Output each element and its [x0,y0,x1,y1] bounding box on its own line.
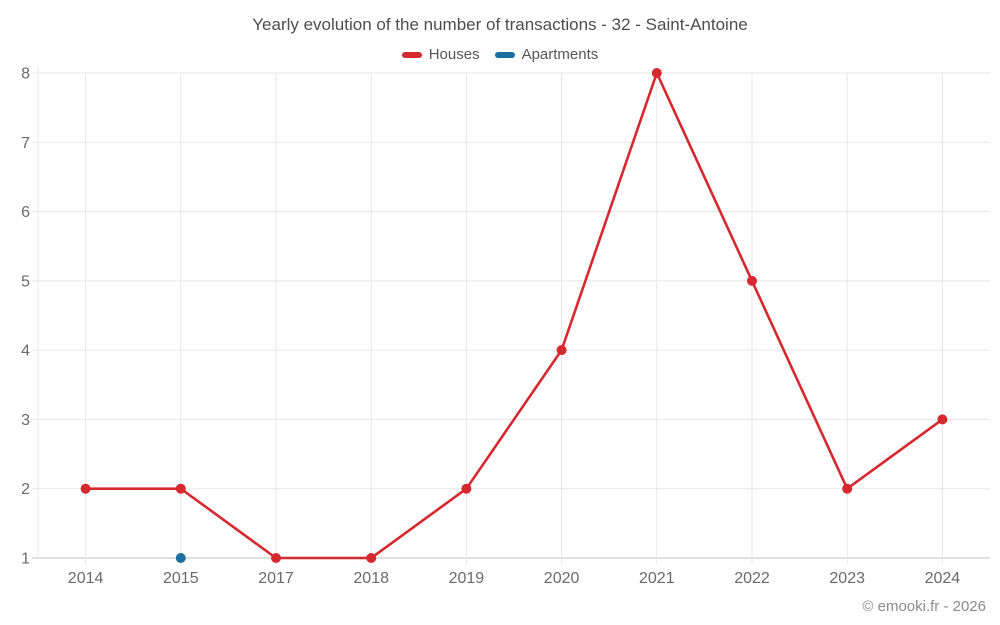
y-tick-label: 4 [21,343,30,360]
x-tick-label: 2014 [68,570,104,587]
houses-data-point[interactable] [175,483,186,494]
houses-data-point[interactable] [842,483,853,494]
chart-title: Yearly evolution of the number of transa… [252,15,748,34]
houses-data-point[interactable] [937,414,948,425]
legend-item-apartments[interactable]: Apartments [494,46,599,63]
houses-line-series [84,71,944,560]
houses-data-point[interactable] [271,553,281,563]
x-tick-label: 2020 [544,570,580,587]
y-tick-label: 3 [21,412,30,429]
y-tick-label: 8 [21,66,30,83]
legend-item-houses[interactable]: Houses [401,46,480,63]
houses-data-point[interactable] [366,553,377,563]
y-tick-label: 5 [21,273,30,290]
houses-legend-swatch-icon [401,51,422,58]
x-tick-label: 2015 [163,570,199,587]
legend-label-apartments: Apartments [521,46,599,63]
x-tick-label: 2024 [925,570,961,587]
x-tick-label: 2021 [639,570,675,587]
apartments-data-point[interactable] [175,553,186,563]
y-tick-label: 1 [21,551,30,568]
apartments-legend-swatch-icon [494,51,515,58]
x-tick-label: 2019 [449,570,485,587]
y-tick-label: 7 [21,135,30,152]
chart-legend: Houses Apartments [0,46,1000,63]
copyright-footer: © emooki.fr - 2026 [862,598,986,615]
houses-data-point[interactable] [461,483,472,494]
houses-data-point[interactable] [556,345,567,356]
legend-label-houses: Houses [428,46,480,63]
x-tick-label: 2017 [258,570,294,587]
houses-data-point[interactable] [651,68,662,78]
houses-data-point[interactable] [747,275,757,286]
y-tick-label: 2 [21,481,30,498]
x-tick-label: 2022 [734,570,770,587]
x-tick-label: 2018 [353,570,389,587]
x-tick-label: 2023 [829,570,865,587]
houses-data-point[interactable] [80,483,91,494]
y-tick-label: 6 [21,204,30,221]
